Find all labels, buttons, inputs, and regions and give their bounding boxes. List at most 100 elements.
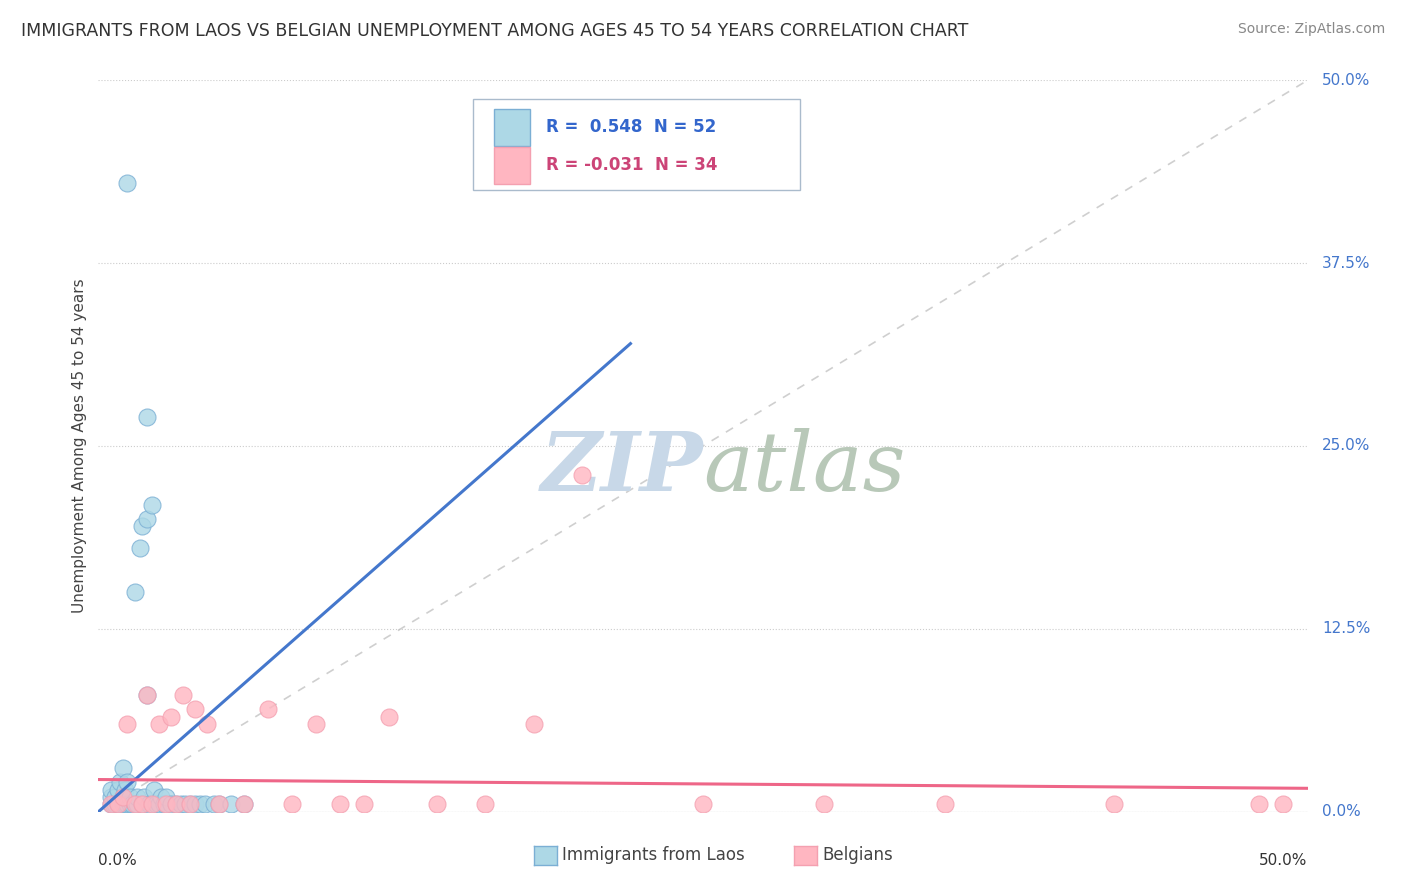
Point bbox=[117, 176, 139, 190]
Point bbox=[107, 782, 129, 797]
Point bbox=[101, 797, 124, 812]
Point bbox=[145, 797, 167, 812]
Point bbox=[256, 702, 278, 716]
Point bbox=[692, 797, 714, 812]
Point bbox=[305, 717, 328, 731]
Point bbox=[108, 775, 131, 789]
Text: 50.0%: 50.0% bbox=[1260, 853, 1308, 868]
FancyBboxPatch shape bbox=[474, 99, 800, 190]
Point bbox=[179, 797, 201, 812]
Point bbox=[100, 797, 122, 812]
Point bbox=[934, 797, 956, 812]
Point bbox=[111, 761, 134, 775]
Point bbox=[117, 797, 139, 812]
Point bbox=[195, 717, 218, 731]
Point bbox=[134, 790, 156, 805]
Point bbox=[104, 797, 127, 812]
Text: 50.0%: 50.0% bbox=[1322, 73, 1371, 87]
Point bbox=[172, 688, 194, 702]
Point bbox=[124, 797, 146, 812]
Text: R = -0.031  N = 34: R = -0.031 N = 34 bbox=[546, 156, 717, 174]
Point bbox=[118, 790, 141, 805]
Point bbox=[121, 797, 143, 812]
Point bbox=[148, 797, 170, 812]
Point bbox=[160, 797, 183, 812]
Point bbox=[165, 797, 187, 812]
Text: ZIP: ZIP bbox=[540, 428, 703, 508]
Point bbox=[117, 717, 139, 731]
Point bbox=[141, 498, 163, 512]
Point bbox=[221, 797, 243, 812]
Point bbox=[107, 797, 129, 812]
Point bbox=[114, 797, 136, 812]
Point bbox=[138, 797, 160, 812]
Point bbox=[100, 790, 122, 805]
Point bbox=[152, 797, 174, 812]
Text: atlas: atlas bbox=[703, 428, 905, 508]
Point bbox=[124, 585, 146, 599]
Point bbox=[813, 797, 835, 812]
Point bbox=[232, 797, 254, 812]
Text: Belgians: Belgians bbox=[823, 847, 893, 864]
Point bbox=[135, 688, 157, 702]
Point bbox=[114, 782, 136, 797]
Point bbox=[353, 797, 375, 812]
Point bbox=[155, 790, 177, 805]
Point bbox=[135, 688, 157, 702]
Point bbox=[127, 790, 149, 805]
Point bbox=[165, 797, 187, 812]
Point bbox=[184, 702, 207, 716]
Point bbox=[128, 541, 150, 556]
Point bbox=[426, 797, 449, 812]
Point bbox=[208, 797, 231, 812]
Point bbox=[111, 797, 134, 812]
Text: 25.0%: 25.0% bbox=[1322, 439, 1371, 453]
Point bbox=[1272, 797, 1295, 812]
Text: 37.5%: 37.5% bbox=[1322, 256, 1371, 270]
Bar bbox=[494, 109, 530, 145]
Point bbox=[111, 790, 134, 805]
Point bbox=[174, 797, 197, 812]
Point bbox=[111, 790, 134, 805]
Point bbox=[141, 797, 163, 812]
Point bbox=[571, 468, 593, 483]
Point bbox=[131, 797, 153, 812]
Text: 0.0%: 0.0% bbox=[98, 853, 138, 868]
Text: Source: ZipAtlas.com: Source: ZipAtlas.com bbox=[1237, 22, 1385, 37]
Point bbox=[131, 797, 153, 812]
Point bbox=[160, 709, 183, 723]
Point bbox=[131, 519, 153, 533]
Point bbox=[118, 797, 141, 812]
Point bbox=[184, 797, 207, 812]
Point bbox=[204, 797, 226, 812]
Point bbox=[135, 409, 157, 424]
Point bbox=[1249, 797, 1271, 812]
Point bbox=[108, 797, 131, 812]
Point bbox=[104, 790, 127, 805]
Point bbox=[135, 512, 157, 526]
Point bbox=[100, 797, 122, 812]
Bar bbox=[494, 147, 530, 184]
Point bbox=[150, 790, 173, 805]
Point bbox=[208, 797, 231, 812]
Y-axis label: Unemployment Among Ages 45 to 54 years: Unemployment Among Ages 45 to 54 years bbox=[72, 278, 87, 614]
Point bbox=[143, 782, 166, 797]
Point bbox=[148, 717, 170, 731]
Text: 0.0%: 0.0% bbox=[1322, 805, 1361, 819]
Point bbox=[100, 782, 122, 797]
Point bbox=[127, 797, 149, 812]
Point bbox=[124, 797, 146, 812]
Text: 12.5%: 12.5% bbox=[1322, 622, 1371, 636]
Text: IMMIGRANTS FROM LAOS VS BELGIAN UNEMPLOYMENT AMONG AGES 45 TO 54 YEARS CORRELATI: IMMIGRANTS FROM LAOS VS BELGIAN UNEMPLOY… bbox=[21, 22, 969, 40]
Text: R =  0.548  N = 52: R = 0.548 N = 52 bbox=[546, 119, 716, 136]
Point bbox=[329, 797, 352, 812]
Point bbox=[1102, 797, 1125, 812]
Point bbox=[377, 709, 399, 723]
Point bbox=[474, 797, 496, 812]
Point bbox=[281, 797, 304, 812]
Point bbox=[155, 797, 177, 812]
Point bbox=[179, 797, 201, 812]
Point bbox=[194, 797, 217, 812]
Point bbox=[188, 797, 211, 812]
Point bbox=[169, 797, 191, 812]
